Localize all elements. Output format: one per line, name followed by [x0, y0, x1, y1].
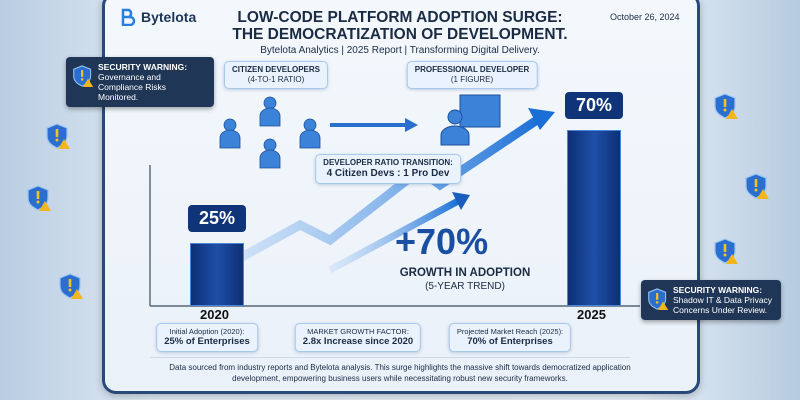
x-tick-label: 2025 [577, 307, 606, 322]
footer-note: Data sourced from industry reports and B… [169, 363, 631, 383]
security-warning-shadow-it: SECURITY WARNING: Shadow IT & Data Privac… [641, 280, 781, 320]
growth-arrow [197, 114, 543, 284]
shield-warning-icon [745, 173, 770, 200]
warning-text: Shadow IT & Data Privacy Concerns Under … [673, 295, 773, 315]
bar-value-label: 70% [565, 92, 623, 120]
callout-title: Projected Market Reach (2025): [456, 327, 564, 336]
professional-developer-icon [440, 94, 501, 146]
shield-warning-icon [648, 288, 669, 311]
brand-logo: Bytelota [120, 8, 196, 26]
growth-arrow-small [328, 196, 462, 274]
shield-warning-icon [714, 93, 739, 120]
label-title: DEVELOPER RATIO TRANSITION: [323, 158, 453, 167]
report-date: October 26, 2024 [610, 12, 680, 22]
label-title: CITIZEN DEVELOPERS [231, 65, 321, 74]
callout-initial-adoption: Initial Adoption (2020): 25% of Enterpris… [156, 323, 258, 352]
warning-heading: SECURITY WARNING: [98, 62, 188, 72]
growth-title: GROWTH IN ADOPTION [399, 267, 531, 279]
ratio-transition-label: DEVELOPER RATIO TRANSITION: 4 Citizen Dev… [315, 154, 461, 184]
shield-warning-icon [73, 65, 94, 88]
shield-warning-icon [27, 185, 52, 212]
callout-value: 25% of Enterprises [164, 336, 250, 347]
growth-label: GROWTH IN ADOPTION (5-YEAR TREND) [390, 266, 540, 294]
professional-developer-label: PROFESSIONAL DEVELOPER (1 FIGURE) [406, 61, 538, 89]
callout-projected-reach: Projected Market Reach (2025): 70% of Ent… [448, 323, 572, 352]
shield-warning-icon [46, 123, 71, 150]
title-line-1: LOW-CODE PLATFORM ADOPTION SURGE: [237, 9, 563, 26]
footer-divider [150, 357, 630, 358]
citizen-developers-label: CITIZEN DEVELOPERS (4-TO-1 RATIO) [223, 61, 329, 89]
subtitle: Bytelota Analytics | 2025 Report | Trans… [260, 45, 540, 56]
bar-2020 [190, 243, 244, 306]
label-note: (4-TO-1 RATIO) [247, 75, 305, 84]
shield-warning-icon [714, 238, 739, 265]
callout-value: 70% of Enterprises [467, 336, 553, 347]
x-tick-label: 2020 [200, 307, 229, 322]
bar-2025 [567, 130, 621, 306]
callout-title: MARKET GROWTH FACTOR: [307, 327, 409, 336]
label-note: (1 FIGURE) [450, 75, 494, 84]
shield-warning-icon [59, 273, 84, 300]
title-line-2: THE DEMOCRATIZATION OF DEVELOPMENT. [232, 26, 568, 43]
callout-market-growth: MARKET GROWTH FACTOR: 2.8x Increase since… [294, 323, 422, 352]
label-title: PROFESSIONAL DEVELOPER [414, 65, 530, 74]
bar-value-label: 25% [188, 205, 246, 233]
growth-value: +70% [395, 221, 489, 262]
warning-heading: SECURITY WARNING: [673, 285, 763, 295]
growth-note: (5-YEAR TREND) [425, 281, 505, 292]
citizen-developers-icon [219, 96, 321, 169]
label-value: 4 Citizen Devs : 1 Pro Dev [326, 168, 450, 179]
security-warning-governance: SECURITY WARNING: Governance and Complian… [66, 57, 214, 107]
warning-text: Governance and Compliance Risks Monitore… [98, 72, 167, 102]
callout-title: Initial Adoption (2020): [169, 327, 245, 336]
page-title: LOW-CODE PLATFORM ADOPTION SURGE: THE DEM… [180, 9, 620, 43]
logo-icon [121, 8, 136, 26]
brand-name: Bytelota [141, 9, 197, 25]
callout-value: 2.8x Increase since 2020 [302, 336, 414, 347]
